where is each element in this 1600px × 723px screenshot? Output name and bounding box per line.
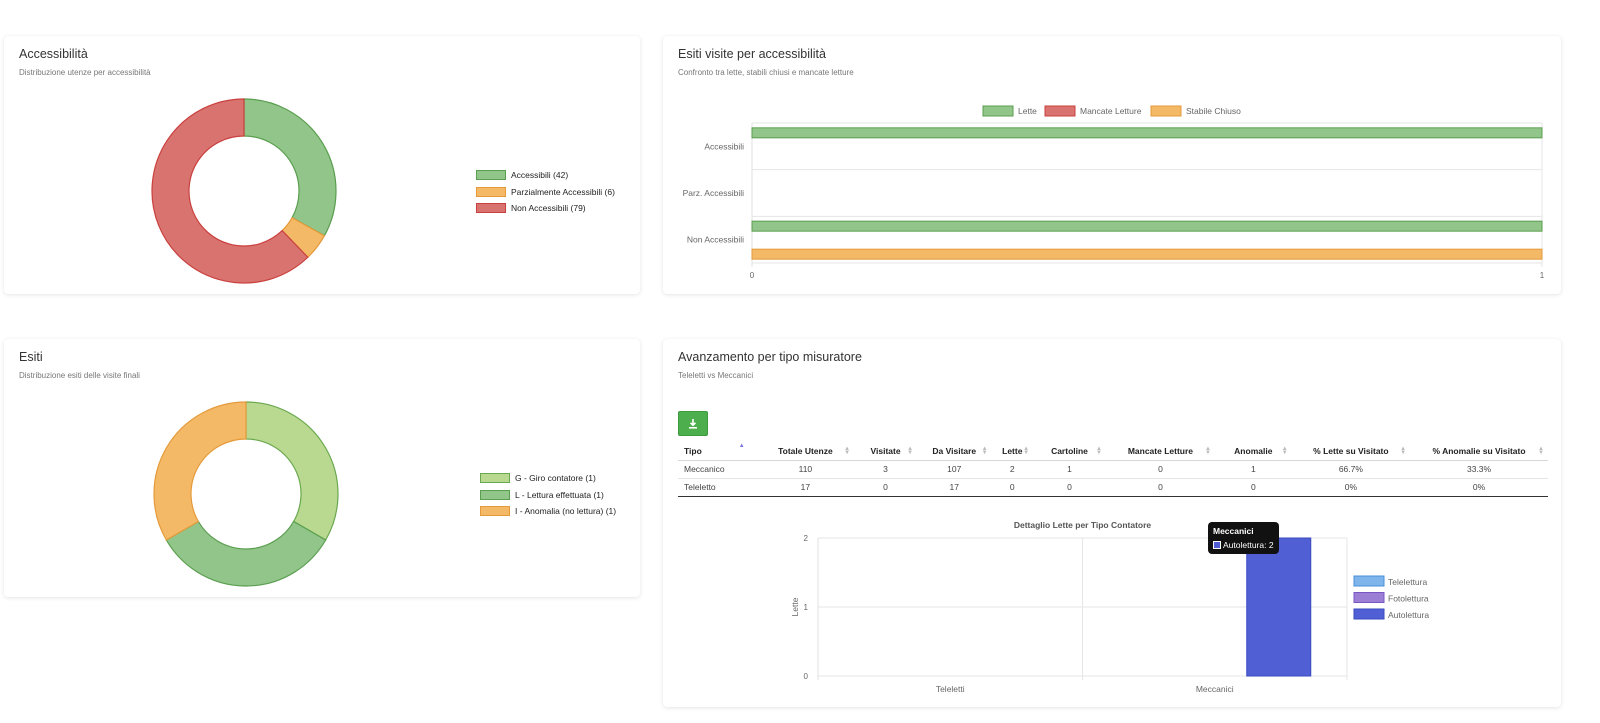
legend-swatch xyxy=(1150,105,1182,117)
accessibility-slice-accessibili[interactable] xyxy=(243,98,337,237)
accessibility-card: Accessibilità Distribuzione utenze per a… xyxy=(4,36,640,294)
card-title: Esiti visite per accessibilità xyxy=(678,47,826,61)
esiti-card: Esiti Distribuzione esiti delle visite f… xyxy=(4,339,640,597)
legend-swatch xyxy=(982,105,1014,117)
tooltip-swatch xyxy=(1213,541,1221,549)
card-title: Esiti xyxy=(19,350,43,364)
legend-swatch xyxy=(1044,105,1076,117)
legend-item-autolettura[interactable]: Autolettura xyxy=(1353,608,1429,620)
y-tick-label: 2 xyxy=(804,534,809,543)
x-tick-label: Teleletti xyxy=(936,684,965,694)
table-row: Teleletto 17 0 17 0 0 0 0 0% 0% xyxy=(678,478,1548,497)
bar-lette-non-accessibili[interactable] xyxy=(751,220,1543,232)
card-subtitle: Distribuzione utenze per accessibilità xyxy=(19,68,151,77)
table-row: Meccanico 110 3 107 2 1 0 1 66.7% 33.3% xyxy=(678,460,1548,479)
x-tick-label: Meccanici xyxy=(1196,684,1234,694)
legend-item-mancate-letture[interactable]: Mancate Letture xyxy=(1044,105,1142,117)
bar-autolettura-meccanici[interactable] xyxy=(1246,537,1312,677)
legend-item-anomalia[interactable]: I - Anomalia (no lettura) (1) xyxy=(480,503,616,520)
tooltip-line: Autolettura: 2 xyxy=(1223,540,1274,550)
esiti-visite-bar-chart[interactable]: Lette Mancate Letture Stabile Chiuso 0 1 Acce… xyxy=(663,96,1561,286)
accessibility-donut-chart[interactable] xyxy=(144,91,344,291)
esiti-donut-chart[interactable] xyxy=(146,394,346,594)
col-header-anomalie[interactable]: Anomalie ▲ ▼ xyxy=(1214,442,1292,461)
bar-lette-accessibili[interactable] xyxy=(751,127,1543,139)
y-tick-label: 0 xyxy=(804,672,809,681)
legend-item-telelettura[interactable]: Telelettura xyxy=(1353,575,1427,587)
col-header-visitate[interactable]: Visitate ▲ ▼ xyxy=(854,442,918,461)
dettaglio-lette-bar-chart[interactable]: Dettaglio Lette per Tipo Contatore 0 1 2 Let… xyxy=(663,514,1561,704)
chart-tooltip: Meccanici Autolettura: 2 xyxy=(1208,522,1279,554)
col-header-tipo[interactable]: Tipo ▲ xyxy=(678,442,757,461)
legend-item-accessibili[interactable]: Accessibili (42) xyxy=(476,167,615,184)
col-header-da-visitare[interactable]: Da Visitare ▲ ▼ xyxy=(917,442,992,461)
legend-item-non-accessibili[interactable]: Non Accessibili (79) xyxy=(476,200,615,217)
download-button[interactable] xyxy=(678,411,708,436)
card-subtitle: Distribuzione esiti delle visite finali xyxy=(19,371,140,380)
esiti-slice-i-anomalia-no-lettura[interactable] xyxy=(153,401,247,541)
card-title: Avanzamento per tipo misuratore xyxy=(678,350,862,364)
legend-label: Mancate Letture xyxy=(1080,106,1142,116)
avanzamento-table: Tipo ▲ Totale Utenze ▲ ▼ Visitate ▲ ▼ Da Visi… xyxy=(678,442,1548,497)
tooltip-title: Meccanici xyxy=(1213,526,1254,536)
accessibility-legend: Accessibili (42) Parzialmente Accessibil… xyxy=(476,167,615,217)
col-header-totale-utenze[interactable]: Totale Utenze ▲ ▼ xyxy=(756,442,855,461)
card-title: Accessibilità xyxy=(19,47,88,61)
legend-item-giro-contatore[interactable]: G - Giro contatore (1) xyxy=(480,470,616,487)
legend-item-stabile-chiuso[interactable]: Stabile Chiuso xyxy=(1150,105,1241,117)
legend-label: Autolettura xyxy=(1388,610,1429,620)
legend-swatch xyxy=(1353,575,1385,587)
x-tick-label: 0 xyxy=(750,271,755,280)
y-tick-label: Non Accessibili xyxy=(687,235,744,245)
esiti-slice-l-lettura-effettuata[interactable] xyxy=(165,520,327,587)
esiti-legend: G - Giro contatore (1) L - Lettura effet… xyxy=(480,470,616,520)
legend-item-parzialmente-accessibili[interactable]: Parzialmente Accessibili (6) xyxy=(476,184,615,201)
y-tick-label: Accessibili xyxy=(704,141,744,151)
col-header-lette[interactable]: Lette ▲ ▼ xyxy=(991,442,1034,461)
chart-title: Dettaglio Lette per Tipo Contatore xyxy=(1014,520,1152,530)
card-subtitle: Teleletti vs Meccanici xyxy=(678,371,754,380)
legend-swatch xyxy=(1353,608,1385,620)
legend-item-lette[interactable]: Lette xyxy=(982,105,1037,117)
card-subtitle: Confronto tra lette, stabili chiusi e ma… xyxy=(678,68,854,77)
col-header-perc-anomalie[interactable]: % Anomalie su Visitato ▲ ▼ xyxy=(1410,442,1548,461)
col-header-mancate-letture[interactable]: Mancate Letture ▲ ▼ xyxy=(1105,442,1215,461)
legend-label: Telelettura xyxy=(1388,577,1427,587)
x-tick-label: 1 xyxy=(1540,271,1545,280)
legend-label: Stabile Chiuso xyxy=(1186,106,1241,116)
legend-label: Lette xyxy=(1018,106,1037,116)
avanzamento-card: Avanzamento per tipo misuratore Telelett… xyxy=(663,339,1561,707)
accessibility-slice-non-accessibili[interactable] xyxy=(151,98,309,284)
y-tick-label: 1 xyxy=(804,603,809,612)
legend-swatch xyxy=(1353,592,1385,603)
esiti-slice-g-giro-contatore[interactable] xyxy=(245,401,339,541)
col-header-cartoline[interactable]: Cartoline ▲ ▼ xyxy=(1033,442,1106,461)
legend-item-fotolettura[interactable]: Fotolettura xyxy=(1353,592,1429,604)
esiti-visite-card: Esiti visite per accessibilità Confronto… xyxy=(663,36,1561,294)
table-header-row: Tipo ▲ Totale Utenze ▲ ▼ Visitate ▲ ▼ Da Visi… xyxy=(678,442,1548,461)
y-tick-label: Parz. Accessibili xyxy=(683,188,745,198)
legend-item-lettura-effettuata[interactable]: L - Lettura effettuata (1) xyxy=(480,487,616,504)
col-header-perc-lette[interactable]: % Lette su Visitato ▲ ▼ xyxy=(1291,442,1411,461)
download-icon xyxy=(689,418,697,429)
bar-stabile-chiuso-non-accessibili[interactable] xyxy=(751,248,1543,260)
y-axis-label: Lette xyxy=(790,597,800,616)
legend-label: Fotolettura xyxy=(1388,594,1429,604)
